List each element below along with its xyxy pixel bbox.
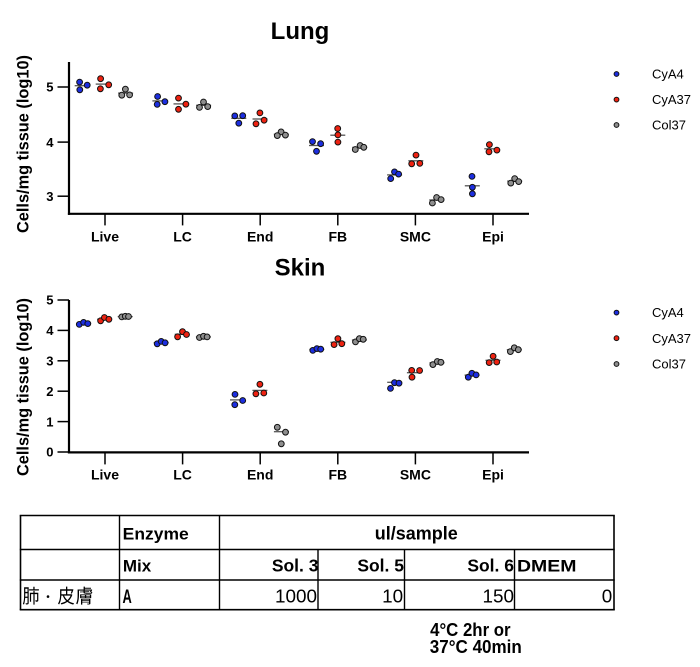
- svg-text:Sol. 5: Sol. 5: [357, 556, 404, 576]
- svg-text:Enzyme: Enzyme: [123, 524, 189, 543]
- svg-text:DMEM: DMEM: [517, 557, 577, 576]
- svg-text:3: 3: [46, 189, 53, 204]
- svg-text:0: 0: [46, 445, 53, 460]
- svg-text:Live: Live: [91, 467, 119, 483]
- svg-text:10: 10: [382, 586, 403, 607]
- svg-text:FB: FB: [328, 229, 347, 245]
- svg-text:Col37: Col37: [652, 118, 686, 133]
- svg-text:LC: LC: [173, 467, 192, 483]
- svg-text:37°C 40min: 37°C 40min: [430, 636, 522, 657]
- svg-text:Live: Live: [91, 229, 119, 245]
- svg-text:Epi: Epi: [482, 229, 504, 245]
- svg-text:Skin: Skin: [275, 255, 326, 282]
- svg-text:LC: LC: [173, 229, 192, 245]
- svg-text:CyA4: CyA4: [652, 67, 684, 82]
- svg-text:Epi: Epi: [482, 467, 504, 483]
- svg-text:SMC: SMC: [400, 229, 431, 245]
- svg-text:2: 2: [46, 384, 53, 399]
- svg-text:1000: 1000: [275, 586, 317, 607]
- svg-text:Sol. 3: Sol. 3: [272, 556, 319, 576]
- svg-text:0: 0: [602, 586, 613, 607]
- svg-text:Cells/mg tissue (log10): Cells/mg tissue (log10): [14, 55, 33, 233]
- svg-text:CyA37: CyA37: [652, 92, 691, 107]
- svg-text:Cells/mg tissue (log10): Cells/mg tissue (log10): [14, 298, 33, 476]
- svg-text:A: A: [123, 586, 132, 608]
- svg-text:4°C 2hr or: 4°C 2hr or: [430, 619, 511, 640]
- svg-text:3: 3: [46, 354, 53, 369]
- svg-text:Mix: Mix: [123, 557, 152, 576]
- svg-text:1: 1: [46, 414, 53, 429]
- svg-text:4: 4: [46, 323, 54, 338]
- svg-text:Sol. 6: Sol. 6: [467, 556, 514, 576]
- svg-text:End: End: [247, 229, 273, 245]
- svg-text:Lung: Lung: [271, 18, 330, 45]
- svg-text:CyA37: CyA37: [652, 331, 691, 346]
- svg-text:ul/sample: ul/sample: [375, 523, 458, 543]
- svg-text:End: End: [247, 467, 273, 483]
- svg-text:Col37: Col37: [652, 357, 686, 372]
- svg-text:5: 5: [46, 80, 53, 95]
- svg-text:SMC: SMC: [400, 467, 431, 483]
- svg-text:FB: FB: [328, 467, 347, 483]
- svg-text:150: 150: [483, 586, 515, 607]
- svg-text:5: 5: [46, 293, 53, 308]
- svg-text:CyA4: CyA4: [652, 305, 684, 320]
- svg-text:4: 4: [46, 135, 54, 150]
